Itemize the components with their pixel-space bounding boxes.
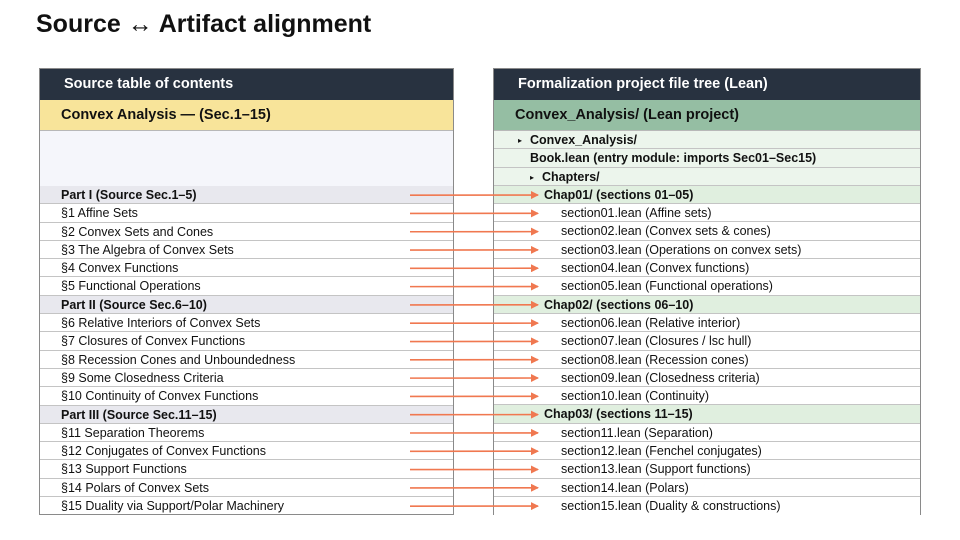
tree-row-label: section08.lean (Recession cones) (561, 352, 749, 367)
toc-section-row: §11 Separation Theorems (40, 424, 453, 443)
lean-file-row: section03.lean (Operations on convex set… (494, 240, 920, 260)
tree-row-label: section13.lean (Support functions) (561, 462, 751, 477)
tree-row-label: Chapters/ (542, 169, 600, 184)
toc-part-row: Part I (Source Sec.1–5) (40, 186, 453, 205)
tree-row-label: section14.lean (Polars) (561, 480, 689, 495)
tree-row-label: Chap03/ (sections 11–15) (544, 407, 693, 422)
tree-row-label: section01.lean (Affine sets) (561, 206, 712, 221)
toc-section-row: §10 Continuity of Convex Functions (40, 387, 453, 406)
lean-file-row: section02.lean (Convex sets & cones) (494, 222, 920, 241)
toc-section-row: §13 Support Functions (40, 460, 453, 479)
tree-row-label: Book.lean (entry module: imports Sec01–S… (530, 151, 817, 166)
toc-section-row: §1 Affine Sets (40, 204, 453, 223)
tree-row-label: section05.lean (Functional operations) (561, 279, 773, 294)
tree-row-label: Chap01/ (sections 01–05) (544, 187, 694, 202)
toc-section-row: §9 Some Closedness Criteria (40, 369, 453, 388)
tree-row-label: section07.lean (Closures / lsc hull) (561, 334, 752, 349)
lean-file-row: section07.lean (Closures / lsc hull) (494, 332, 920, 351)
tree-folder-row: ▸ Chapters/ (494, 167, 920, 186)
tree-row-label: Convex_Analysis/ (530, 133, 637, 147)
toc-section-row: §12 Conjugates of Convex Functions (40, 442, 453, 461)
lean-file-tree-panel: Formalization project file tree (Lean) C… (493, 68, 921, 516)
tree-expand-icon: ▸ (532, 410, 537, 420)
lean-file-row: section15.lean (Duality & constructions) (494, 496, 920, 516)
chapter-folder-row: ▸ Chap02/ (sections 06–10) (494, 295, 920, 314)
lean-file-row: section13.lean (Support functions) (494, 460, 920, 479)
lean-file-row: section10.lean (Continuity) (494, 387, 920, 406)
tree-row-label: section03.lean (Operations on convex set… (561, 242, 802, 257)
tree-row-label: Chap02/ (sections 06–10) (544, 297, 694, 312)
file-tree-header: Formalization project file tree (Lean) (494, 69, 920, 100)
tree-expand-icon: ▸ (518, 136, 523, 145)
toc-section-row: §8 Recession Cones and Unboundedness (40, 351, 453, 369)
tree-folder-row: ▸ Convex_Analysis/ (494, 131, 920, 150)
toc-section-row: §7 Closures of Convex Functions (40, 332, 453, 351)
tree-folder-row: Book.lean (entry module: imports Sec01–S… (494, 149, 920, 168)
toc-section-row: §15 Duality via Support/Polar Machinery (61, 499, 285, 514)
page-title: Source ↔ Artifact alignment (36, 10, 372, 38)
tree-row-label: section02.lean (Convex sets & cones) (561, 224, 771, 239)
tree-row-label: section10.lean (Continuity) (561, 389, 709, 404)
lean-file-row: section11.lean (Separation) (494, 423, 920, 443)
toc-section-row: §5 Functional Operations (40, 277, 453, 296)
toc-part-row: Part II (Source Sec.6–10) (40, 295, 453, 315)
lean-project-title: Convex_Analysis/ (Lean project) (494, 100, 920, 131)
chapter-folder-row: ▸ Chap03/ (sections 11–15) (494, 405, 920, 424)
lean-file-row: section08.lean (Recession cones) (494, 350, 920, 369)
toc-section-row: §2 Convex Sets and Cones (40, 223, 453, 241)
file-tree-list: ▸ Convex_Analysis/Book.lean (entry module… (494, 131, 920, 516)
toc-section-row: §14 Polars of Convex Sets (40, 479, 453, 498)
lean-file-row: section01.lean (Affine sets) (494, 204, 920, 223)
tree-row-label: section12.lean (Fenchel conjugates) (561, 444, 762, 459)
source-book-title: Convex Analysis — (Sec.1–15) (40, 100, 453, 131)
toc-section-row: §6 Relative Interiors of Convex Sets (40, 314, 453, 333)
lean-file-row: section14.lean (Polars) (494, 478, 920, 497)
lean-file-row: section06.lean (Relative interior) (494, 313, 920, 333)
tree-expand-icon: ▸ (532, 190, 537, 200)
tree-row-label: section11.lean (Separation) (561, 425, 713, 440)
lean-file-row: section04.lean (Convex functions) (494, 259, 920, 278)
source-toc-list: Part I (Source Sec.1–5) §1 Affine Sets §2 … (40, 186, 453, 515)
source-toc-panel: Source table of contents Convex Analysis… (39, 68, 454, 515)
tree-expand-icon: ▸ (530, 172, 535, 182)
tree-row-label: section15.lean (Duality & constructions) (561, 498, 781, 513)
source-toc-header: Source table of contents (40, 69, 453, 100)
toc-part-row: Part III (Source Sec.11–15) (40, 405, 453, 424)
tree-row-label: section04.lean (Convex functions) (561, 261, 750, 276)
tree-expand-icon: ▸ (532, 300, 537, 310)
lean-file-row: section12.lean (Fenchel conjugates) (494, 442, 920, 461)
tree-row-label: section06.lean (Relative interior) (561, 315, 741, 330)
toc-section-row: §4 Convex Functions (40, 259, 453, 278)
source-blank-area (40, 131, 453, 187)
toc-section-row: §3 The Algebra of Convex Sets (40, 241, 453, 260)
chapter-folder-row: ▸ Chap01/ (sections 01–05) (494, 185, 920, 205)
tree-row-label: section09.lean (Closedness criteria) (561, 370, 760, 385)
lean-file-row: section05.lean (Functional operations) (494, 277, 920, 296)
lean-file-row: section09.lean (Closedness criteria) (494, 368, 920, 388)
